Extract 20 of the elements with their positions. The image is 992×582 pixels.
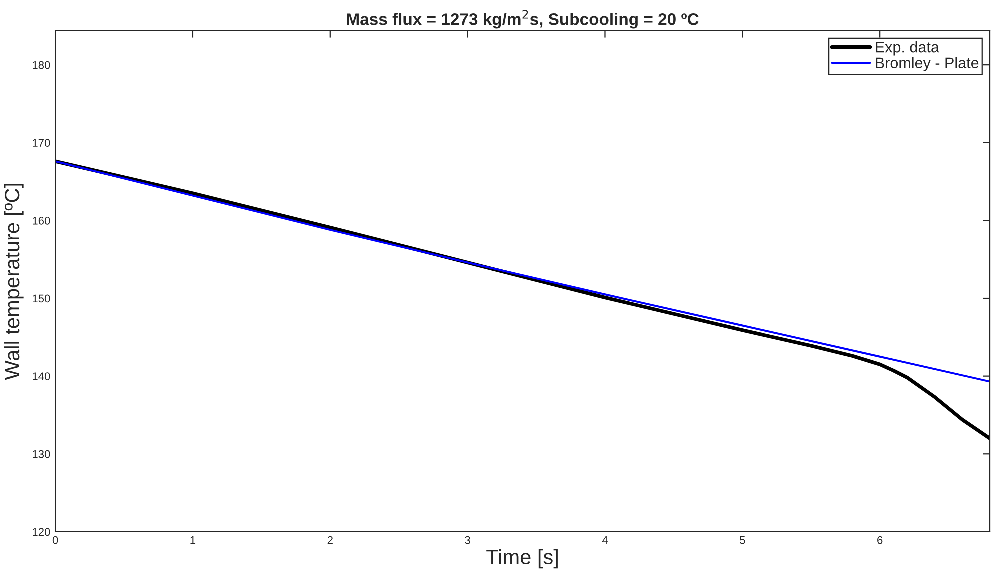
legend-label: Bromley - Plate	[876, 57, 979, 72]
y-tick-label: 140	[33, 372, 50, 380]
y-tick-label: 170	[33, 139, 50, 148]
x-tick-label: 5	[740, 536, 746, 544]
line-series	[56, 160, 990, 383]
x-tick-label: 2	[328, 536, 333, 544]
legend-label: Exp. data	[876, 42, 940, 56]
x-tick-label: 3	[465, 536, 470, 544]
y-tick-label: 150	[33, 294, 50, 303]
y-tick-label: 130	[33, 450, 50, 458]
y-axis-title: Wall temperature [ºC]	[4, 184, 24, 380]
y-tick-label: 120	[33, 528, 50, 536]
y-tick-label: 180	[33, 61, 50, 70]
x-tick-label: 4	[602, 536, 608, 544]
chart-title: Mass flux = 1273 kg/m$^{2}$s, Subcooling = 20 ºC	[347, 10, 699, 29]
x-tick-label: 0	[52, 536, 58, 544]
y-tick-label: 160	[33, 216, 50, 225]
x-tick-label: 6	[878, 536, 883, 544]
x-tick-label: 1	[190, 536, 196, 544]
x-axis-title: Time [s]	[486, 549, 558, 569]
